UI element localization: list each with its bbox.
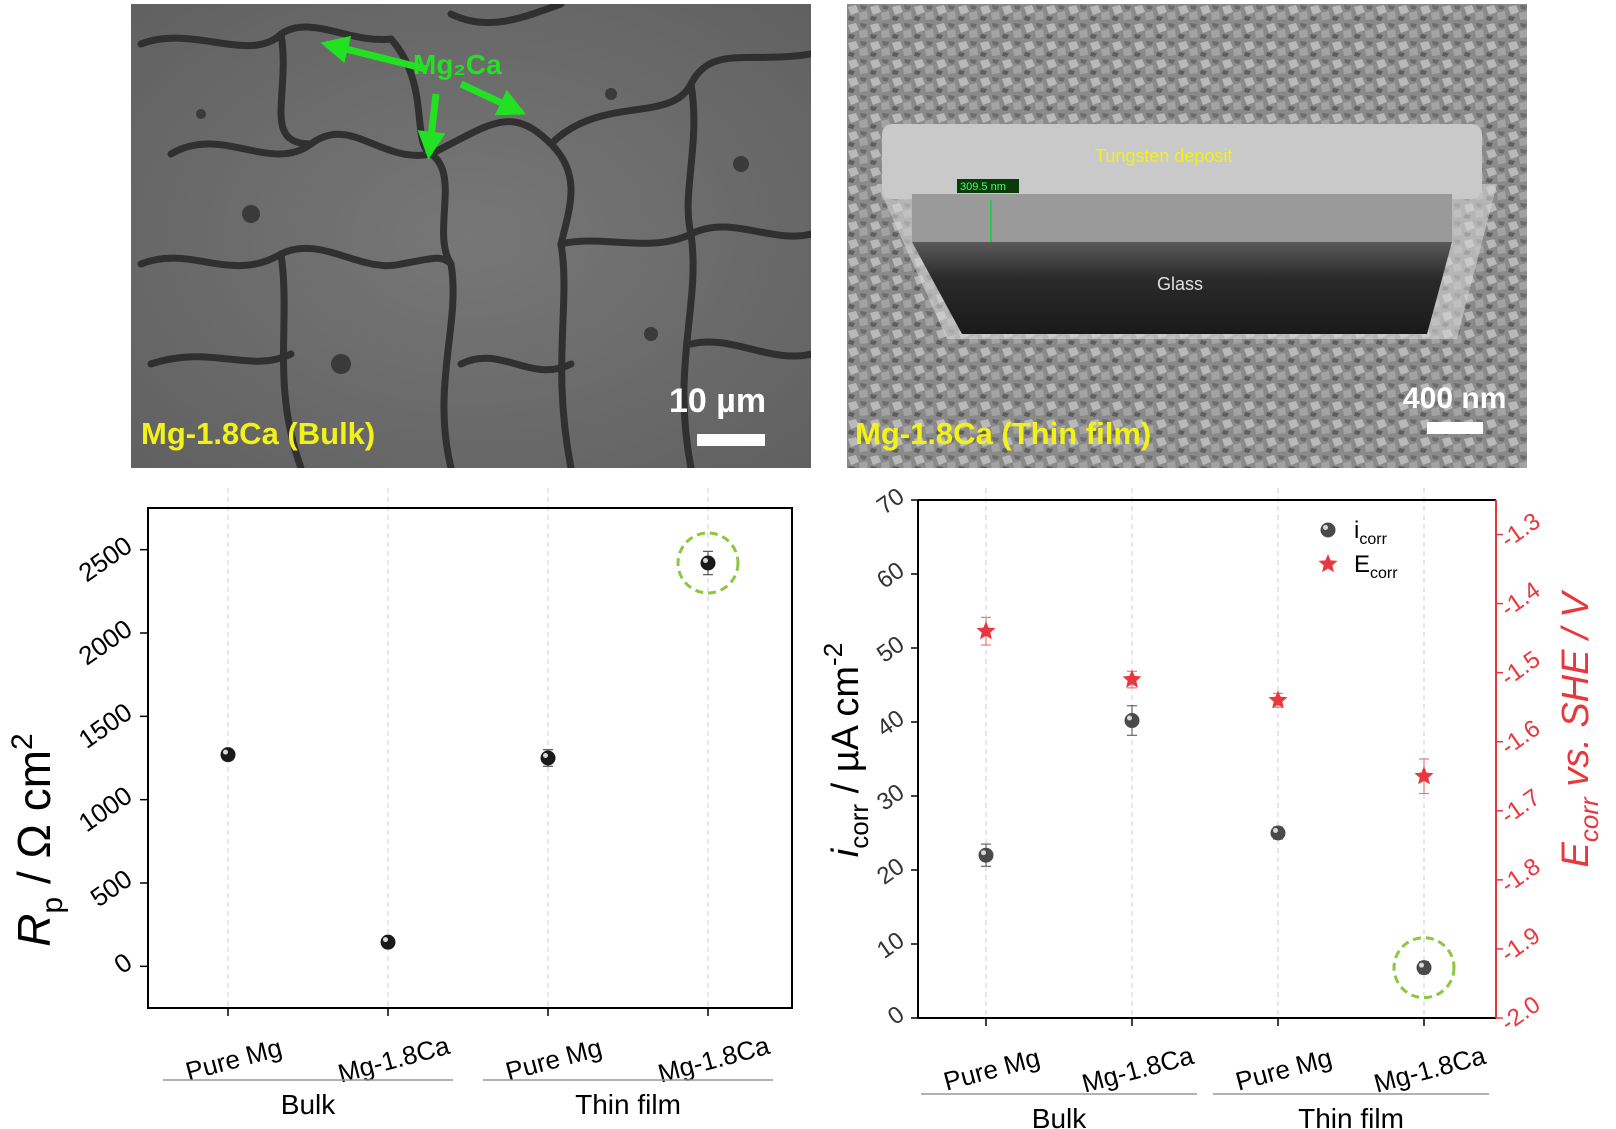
icorr-marker-highlight [1419, 962, 1424, 968]
rp-y-tick-label: 2000 [73, 613, 138, 671]
icorr-marker [1124, 713, 1140, 729]
sem-bulk-microstructure: Mg₂Ca [131, 4, 811, 468]
ecorr-y-axis-label: Ecorr vs. SHE / V [1555, 589, 1604, 868]
glass-label: Glass [1157, 274, 1203, 294]
rp-y-axis-label: Rp / Ω cm2 [6, 733, 69, 946]
legend-icorr-main: i [1354, 517, 1359, 544]
sem-film-label: Mg-1.8Ca (Thin film) [855, 416, 1152, 451]
rp-marker-highlight [223, 749, 228, 755]
rp-ylabel-sub: p [36, 897, 69, 914]
icorr-y-tick-label: 20 [872, 853, 909, 890]
icorr-marker-highlight [981, 850, 986, 856]
ecorr-star-marker [1268, 690, 1288, 709]
rp-group-label: Thin film [575, 1089, 681, 1120]
legend-icorr-marker-highlight [1323, 525, 1328, 530]
ecorr-y-tick-label: -1.4 [1496, 577, 1545, 623]
rp-marker-highlight [383, 937, 388, 943]
ecorr-y-tick-label: -1.8 [1496, 853, 1545, 899]
icorr-marker-highlight [1273, 828, 1278, 833]
legend-ecorr-sub: corr [1370, 565, 1398, 582]
ecorr-ylabel-main: E [1555, 841, 1597, 867]
mg2ca-annotation: Mg₂Ca [413, 49, 502, 80]
rp-ylabel-rest: / Ω cm [8, 750, 60, 897]
rp-y-tick-label: 500 [85, 863, 138, 912]
legend-icorr-label: icorr [1354, 517, 1388, 548]
icorr-y-tick-label: 50 [872, 631, 909, 668]
sem-film-scale-text: 400 nm [1403, 382, 1507, 415]
legend-icorr-marker [1320, 522, 1336, 538]
ecorr-y-tick-label: -1.9 [1496, 922, 1545, 968]
icorr-ylabel-sub: corr [844, 804, 874, 849]
rp-marker-highlight [703, 558, 708, 563]
icorr-y-axis-label: icorr / µA cm-2 [818, 643, 874, 857]
icorr-y-tick-label: 30 [872, 779, 909, 816]
icorr-ylabel-main: i [825, 847, 867, 857]
ecorr-star-marker [1122, 669, 1142, 688]
rp-group-label: Bulk [281, 1089, 336, 1120]
rp-y-tick-label: 0 [108, 947, 137, 980]
icorr-y-tick-label: 60 [872, 557, 909, 594]
icorr-category-label: Mg-1.8Ca [1371, 1040, 1490, 1099]
icorr-y-tick-label: 10 [872, 927, 909, 964]
rp-marker [540, 750, 556, 766]
ecorr-ylabel-rest: vs. SHE / V [1555, 589, 1597, 797]
icorr-ylabel-rest: / µA cm [825, 666, 867, 804]
icorr-category-label: Pure Mg [1232, 1042, 1335, 1096]
ecorr-y-tick-label: -1.7 [1496, 784, 1545, 830]
legend-ecorr-label: Ecorr [1354, 551, 1398, 582]
rp-y-tick-label: 1000 [73, 780, 138, 838]
rp-category-label: Pure Mg [182, 1032, 285, 1086]
rp-category-label: Pure Mg [502, 1032, 605, 1086]
film-thickness-label: 309.5 nm [960, 181, 1006, 193]
rp-ylabel-sup: 2 [6, 733, 39, 750]
ecorr-ylabel-sub: corr [1574, 796, 1604, 842]
ecorr-star-marker [976, 621, 996, 640]
icorr-ecorr-chart: Pure Mg Mg-1.8Ca Pure Mg Mg-1.8Ca Bulk Thin f… [818, 483, 1604, 1129]
icorr-category-label: Mg-1.8Ca [1079, 1040, 1198, 1099]
rp-ylabel-main: R [8, 913, 60, 946]
rp-marker-highlight [543, 753, 548, 758]
rp-marker [380, 934, 396, 950]
legend-icorr-sub: corr [1359, 531, 1387, 548]
rp-marker [700, 555, 716, 571]
rp-highlight-circle [676, 531, 740, 595]
sem-film-cross-section: 309.5 nm Tungsten deposit Glass [847, 4, 1527, 468]
ecorr-star-marker [1414, 766, 1434, 785]
rp-y-tick-label: 1500 [73, 697, 138, 755]
icorr-group-label: Thin film [1298, 1103, 1404, 1129]
icorr-highlight-circle [1392, 936, 1456, 1000]
legend-ecorr-star [1318, 554, 1338, 573]
legend-ecorr-main: E [1354, 551, 1370, 578]
sem-film-scale-bar [1427, 422, 1483, 434]
sem-bulk-scale-text: 10 µm [669, 382, 767, 420]
sem-bulk-scale-bar [697, 434, 765, 446]
sem-bulk-label: Mg-1.8Ca (Bulk) [141, 416, 376, 451]
rp-plot-frame [147, 507, 793, 1009]
icorr-marker-highlight [1127, 715, 1132, 721]
icorr-group-label: Bulk [1032, 1103, 1087, 1129]
icorr-marker [1270, 825, 1286, 841]
icorr-y-tick-label: 0 [883, 1001, 909, 1031]
icorr-ylabel-sup: -2 [818, 643, 848, 666]
ecorr-y-tick-label: -1.5 [1496, 646, 1545, 692]
ecorr-y-tick-label: -1.3 [1496, 508, 1545, 554]
icorr-plot-area: Pure Mg Mg-1.8Ca Pure Mg Mg-1.8Ca Bulk Thin f… [872, 483, 1545, 1129]
sem-image-bulk: Mg₂Ca Mg-1.8Ca (Bulk) 10 µm [131, 4, 811, 468]
rp-marker [220, 747, 236, 763]
sem-image-thin-film: 309.5 nm Tungsten deposit Glass Mg-1.8Ca… [847, 4, 1527, 468]
icorr-marker [978, 847, 994, 863]
ecorr-y-tick-label: -2.0 [1496, 991, 1545, 1037]
icorr-category-label: Pure Mg [940, 1042, 1043, 1096]
icorr-y-tick-label: 40 [872, 705, 909, 742]
icorr-marker [1416, 960, 1432, 976]
rp-y-tick-label: 2500 [73, 530, 138, 588]
ecorr-y-tick-label: -1.6 [1496, 715, 1545, 761]
tungsten-deposit-label: Tungsten deposit [1095, 146, 1232, 166]
icorr-y-tick-label: 70 [872, 483, 909, 520]
